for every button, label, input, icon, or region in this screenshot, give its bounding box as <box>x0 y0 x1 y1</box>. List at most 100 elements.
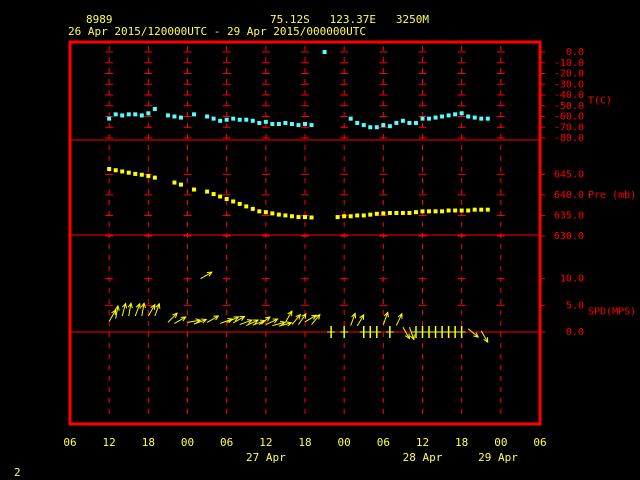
wind-arrow <box>272 320 287 327</box>
pressure-point <box>218 194 223 199</box>
x-tick-label: 00 <box>338 436 351 449</box>
temperature-point <box>296 123 301 128</box>
wind-shaft <box>402 326 410 339</box>
wind-arrow <box>480 330 489 344</box>
pressure-point <box>113 168 118 173</box>
pressure-point <box>250 206 255 211</box>
wind-arrow <box>219 318 234 324</box>
wind-shaft <box>350 313 356 326</box>
temperature-point <box>211 116 216 121</box>
temperature-point <box>237 117 242 122</box>
wind-head <box>253 319 260 325</box>
temperature-point <box>224 117 229 122</box>
temperature-point <box>257 120 262 125</box>
wind-arrow <box>174 316 187 324</box>
temperature-tick-label: -40.0 <box>554 90 584 101</box>
wind-shaft <box>272 321 286 327</box>
temperature-tick-label: -30.0 <box>554 79 584 90</box>
temperature-tick-label: -20.0 <box>554 69 584 80</box>
temperature-point <box>355 120 360 125</box>
station-location: 75.12S 123.37E 3250M <box>270 13 429 26</box>
pressure-point <box>283 213 288 218</box>
x-tick-label: 06 <box>63 436 76 449</box>
temperature-tick-label: 0.0 <box>566 47 584 58</box>
temperature-point <box>348 116 353 121</box>
wind-head <box>233 316 240 322</box>
pressure-tick-label: 635.0 <box>554 210 584 221</box>
temperature-point <box>113 112 118 117</box>
x-tick-label: 18 <box>298 436 311 449</box>
x-tick-label: 00 <box>181 436 194 449</box>
wind-shaft <box>291 314 301 325</box>
temperature-tick-label: -10.0 <box>554 58 584 69</box>
wind-arrow <box>127 302 133 317</box>
pressure-point <box>420 209 425 214</box>
wind-head <box>473 332 480 338</box>
wind-head <box>121 302 128 309</box>
temperature-tick-label: -60.0 <box>554 112 584 123</box>
pressure-point <box>400 210 405 215</box>
marks-layer <box>107 50 490 344</box>
wind-arrow <box>402 326 410 340</box>
temperature-point <box>453 112 458 117</box>
wind-head <box>311 314 318 320</box>
temperature-point <box>361 123 366 128</box>
pressure-point <box>178 182 183 187</box>
temperature-point <box>289 122 294 127</box>
pressure-point <box>276 212 281 217</box>
station-id: 8989 <box>86 13 113 26</box>
wind-head <box>279 320 287 326</box>
wind-shaft <box>467 328 479 338</box>
pressure-point <box>224 197 229 201</box>
wind-shaft <box>226 316 239 323</box>
temperature-axis-label: T(C) <box>588 95 612 106</box>
pressure-tick-label: 640.0 <box>554 190 584 201</box>
pressure-point <box>126 170 131 175</box>
temperature-point <box>172 114 177 119</box>
wind-head <box>172 312 178 319</box>
wind-arrow <box>311 313 321 325</box>
temperature-point <box>146 111 151 116</box>
temperature-point <box>374 125 379 130</box>
pressure-point <box>440 209 445 214</box>
wind-shaft <box>480 330 489 343</box>
wind-shaft <box>311 314 321 325</box>
temperature-point <box>479 116 484 121</box>
wind-arrow <box>121 302 128 317</box>
pressure-point <box>335 215 340 220</box>
wind-shaft <box>259 316 271 325</box>
wind-arrow <box>284 310 293 323</box>
temperature-point <box>322 50 327 54</box>
pressure-point <box>192 187 197 192</box>
wind-arrow <box>154 302 161 317</box>
temperature-point <box>368 125 373 130</box>
temperature-tick-label: -80.0 <box>554 133 584 144</box>
temperature-point <box>459 111 464 116</box>
pressure-point <box>257 209 262 214</box>
temperature-point <box>192 112 197 117</box>
wind-arrow <box>193 318 208 325</box>
pressure-point <box>139 172 144 177</box>
wind-shaft <box>239 319 253 326</box>
wind-shaft <box>265 318 278 325</box>
temperature-point <box>244 117 249 122</box>
pressure-point <box>309 215 314 220</box>
wind-arrow <box>291 313 302 325</box>
temperature-point <box>440 114 445 119</box>
pressure-point <box>205 189 210 194</box>
pressure-tick-label: 645.0 <box>554 169 584 180</box>
temperature-point <box>152 106 157 111</box>
pressure-point <box>387 210 392 215</box>
wind-shaft <box>154 303 160 317</box>
wind-head <box>206 271 213 277</box>
wind-shaft <box>356 314 365 327</box>
wind-arrow <box>114 304 120 319</box>
temperature-point <box>205 114 210 119</box>
labels-layer: 0.0-10.0-20.0-30.0-40.0-50.0-60.0-70.0-8… <box>63 47 636 464</box>
temperature-point <box>133 112 138 117</box>
pressure-tick-label: 630.0 <box>554 231 584 242</box>
wind-arrow <box>140 302 146 317</box>
wind-shaft <box>128 303 132 317</box>
wind-head <box>397 312 403 319</box>
temperature-point <box>433 115 438 120</box>
